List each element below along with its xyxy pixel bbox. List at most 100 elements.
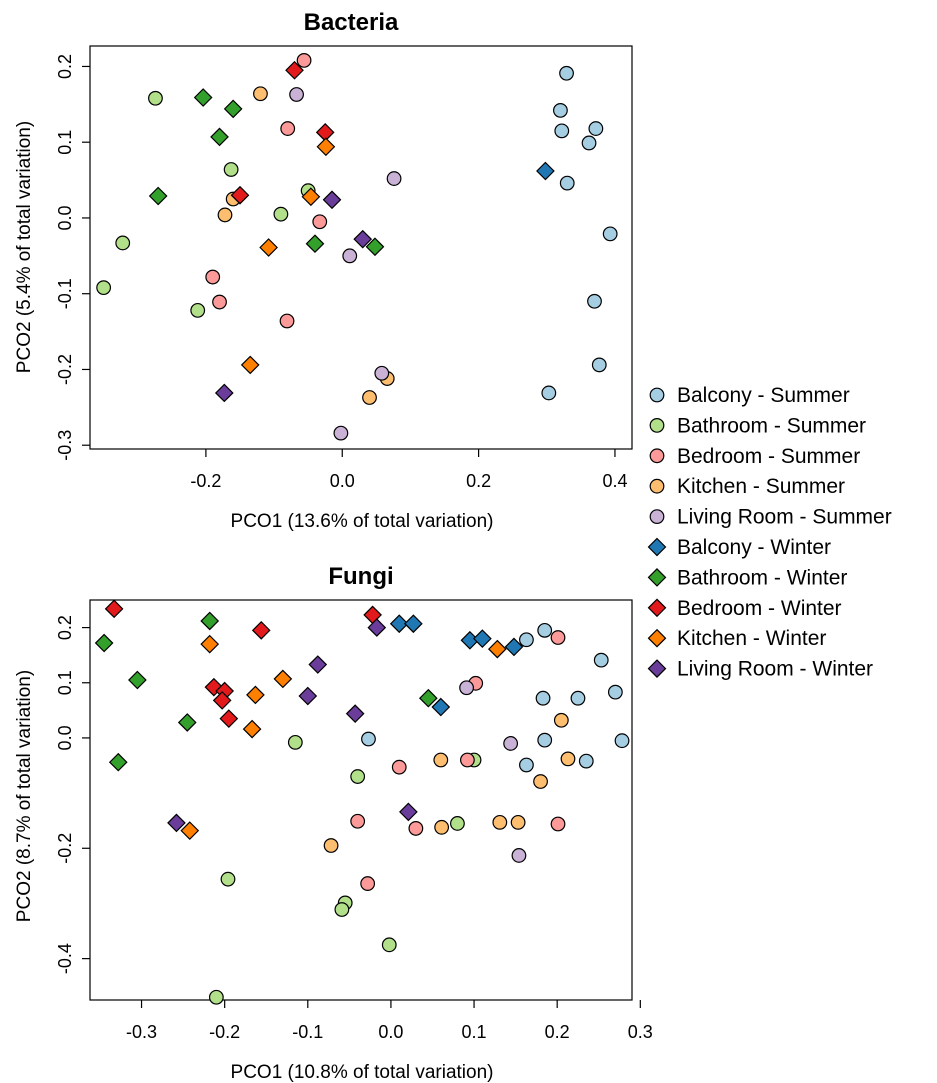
fungi-panel: Fungi -0.3 -0.2 -0.1 0.0 0.1 0.2 0.3 -0.4 -0.2 0… <box>14 563 653 1083</box>
bedroom-summer-point <box>350 813 366 829</box>
bathroom-winter-point <box>365 237 385 257</box>
legend-item-bathroom-summer: Bathroom - Summer <box>649 414 866 437</box>
kitchen-winter-point <box>316 137 336 157</box>
bathroom-winter-point <box>210 127 229 147</box>
living-room-winter-point <box>167 813 186 833</box>
legend-label: Bedroom - Winter <box>677 597 842 620</box>
balcony-summer-point <box>593 652 609 668</box>
y-axis: -0.4 -0.2 0.0 0.1 0.2 <box>55 615 90 974</box>
kitchen-summer-point <box>492 814 508 830</box>
bathroom-winter-point <box>128 670 147 690</box>
kitchen-summer-point <box>510 814 526 830</box>
bacteria-panel: Bacteria -0.2 0.0 0.2 0.4 -0.3 -0.2 -0.1 0.0 0.… <box>14 9 633 532</box>
bathroom-winter-point <box>193 88 213 107</box>
kitchen-summer-point <box>217 207 233 223</box>
legend-label: Kitchen - Summer <box>677 475 845 498</box>
kitchen-summer-point <box>434 819 450 835</box>
bathroom-summer-point <box>115 235 131 251</box>
data-points <box>94 599 630 1005</box>
balcony-winter-point <box>404 614 423 634</box>
x-tick-label: 0.1 <box>462 1022 487 1042</box>
y-tick-label: 0.0 <box>55 205 75 230</box>
y-tick-label: 0.1 <box>55 130 75 155</box>
living-room-summer-point <box>503 736 519 751</box>
bathroom-winter-point <box>223 99 243 119</box>
bedroom-summer-point <box>212 294 227 310</box>
bathroom-summer-point <box>148 90 163 106</box>
living-room-summer-point <box>289 87 304 102</box>
bathroom-summer-point <box>350 769 366 784</box>
bathroom-summer-point <box>208 989 224 1005</box>
balcony-winter-point <box>536 161 555 181</box>
balcony-summer-point <box>607 684 623 700</box>
bathroom-summer-point <box>287 734 303 750</box>
bedroom-summer-point <box>296 52 312 68</box>
legend-label: Bedroom - Summer <box>677 445 860 468</box>
plot-frame <box>89 599 633 1001</box>
y-axis-label: PCO2 (5.4% of total variation) <box>14 121 35 373</box>
legend-diamond-icon <box>647 537 667 557</box>
y-tick-label: -0.2 <box>55 354 75 385</box>
y-tick-label: 0.2 <box>55 54 75 79</box>
legend-item-balcony-winter: Balcony - Winter <box>647 536 831 559</box>
legend-item-bedroom-winter: Bedroom - Winter <box>647 597 842 620</box>
bathroom-summer-point <box>220 871 236 887</box>
bathroom-summer-point <box>223 162 239 177</box>
bathroom-winter-point <box>108 752 128 772</box>
kitchen-winter-point <box>240 355 260 375</box>
living-room-summer-point <box>386 171 402 186</box>
balcony-summer-point <box>519 757 534 773</box>
y-tick-label: -0.4 <box>55 943 75 974</box>
bathroom-summer-point <box>190 302 206 318</box>
living-room-winter-point <box>345 704 365 724</box>
bedroom-summer-point <box>205 269 221 285</box>
bathroom-winter-point <box>148 186 168 206</box>
kitchen-summer-point <box>362 390 377 405</box>
legend-circle-icon <box>649 509 665 524</box>
bedroom-summer-point <box>312 214 328 230</box>
kitchen-summer-point <box>533 774 548 789</box>
bedroom-summer-point <box>280 121 296 136</box>
legend-item-kitchen-winter: Kitchen - Winter <box>647 627 826 650</box>
bedroom-summer-point <box>550 630 566 645</box>
x-tick-label: -0.2 <box>209 1022 240 1042</box>
balcony-summer-point <box>361 731 376 747</box>
y-tick-label: 0.2 <box>55 615 75 640</box>
balcony-winter-point <box>389 614 409 634</box>
legend-item-living-room-summer: Living Room - Summer <box>649 506 892 529</box>
living-room-winter-point <box>214 383 234 403</box>
x-tick-label: 0.0 <box>378 1022 403 1042</box>
legend-label: Balcony - Summer <box>677 384 850 407</box>
legend-diamond-icon <box>647 628 667 648</box>
bedroom-winter-point <box>230 185 250 205</box>
bedroom-winter-point <box>285 60 304 80</box>
legend-diamond-icon <box>647 568 667 587</box>
kitchen-winter-point <box>487 639 507 659</box>
x-tick-label: -0.3 <box>126 1022 157 1042</box>
bathroom-winter-point <box>418 688 438 708</box>
bathroom-winter-point <box>94 633 114 653</box>
living-room-winter-point <box>399 802 418 822</box>
x-tick-label: 0.0 <box>330 471 355 491</box>
y-tick-label: -0.2 <box>55 833 75 864</box>
bathroom-winter-point <box>177 713 197 732</box>
x-axis-label: PCO1 (13.6% of total variation) <box>231 511 494 532</box>
x-tick-label: 0.4 <box>602 471 627 491</box>
bedroom-winter-point <box>212 691 232 710</box>
living-room-summer-point <box>342 248 358 264</box>
balcony-summer-point <box>537 622 553 638</box>
living-room-summer-point <box>374 365 390 381</box>
living-room-winter-point <box>353 229 373 249</box>
x-tick-label: 0.2 <box>545 1022 570 1042</box>
living-room-winter-point <box>322 190 342 210</box>
x-axis: -0.2 0.0 0.2 0.4 <box>190 449 627 491</box>
balcony-summer-point <box>570 690 586 706</box>
balcony-summer-point <box>588 121 604 136</box>
kitchen-winter-point <box>273 669 293 689</box>
balcony-summer-point <box>519 632 534 648</box>
x-tick-label: -0.1 <box>292 1022 323 1042</box>
living-room-winter-point <box>367 618 387 637</box>
bedroom-winter-point <box>219 709 239 728</box>
kitchen-winter-point <box>259 238 278 257</box>
balcony-summer-point <box>581 135 597 151</box>
